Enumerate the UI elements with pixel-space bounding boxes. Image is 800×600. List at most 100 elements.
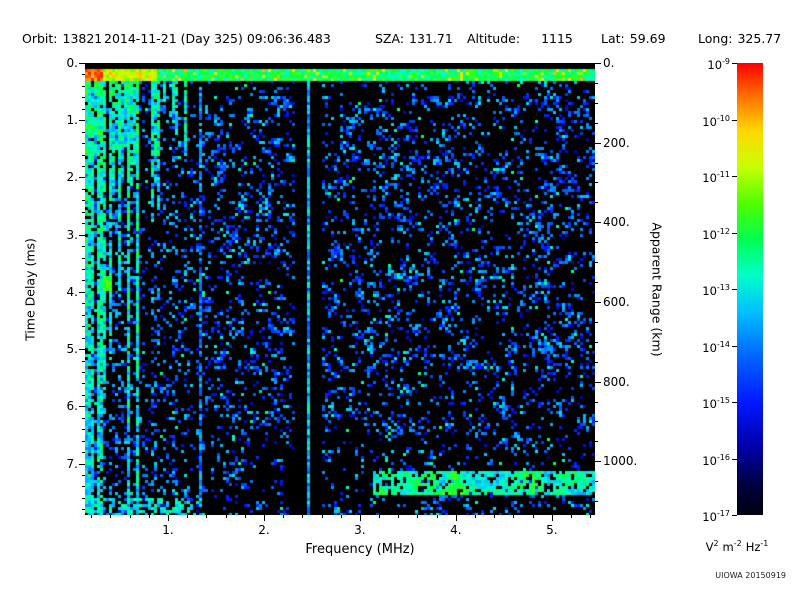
y-axis-tick	[79, 177, 85, 179]
right-axis-tick-label: 800.	[603, 374, 630, 389]
header-field-lat: Lat: 59.69	[601, 31, 666, 46]
right-axis-tick-label: 400.	[603, 215, 630, 230]
x-axis-minor-tick	[436, 515, 438, 518]
right-axis-minor-tick	[595, 182, 598, 184]
right-axis-tick	[595, 381, 601, 383]
y-axis-tick-label: 0.	[66, 56, 78, 70]
x-axis-tick-label: 5.	[546, 523, 558, 537]
right-axis-minor-tick	[595, 321, 598, 323]
y-axis-tick	[79, 349, 85, 351]
y-axis-minor-tick	[82, 268, 85, 270]
y-axis-minor-tick	[82, 497, 85, 499]
watermark: UIOWA 20150919	[715, 571, 786, 580]
header-field-orbit: Orbit: 13821	[22, 31, 102, 46]
y-axis-tick-label: 2.	[66, 170, 78, 185]
long-label: Long:	[698, 31, 733, 46]
right-axis-minor-tick	[595, 501, 598, 503]
x-axis-minor-tick	[206, 515, 208, 518]
lat-label: Lat:	[601, 31, 625, 46]
spectrogram-heatmap	[85, 63, 595, 515]
right-axis-minor-tick	[595, 341, 598, 343]
x-axis-tick	[263, 515, 265, 521]
x-axis-tick-label: 3.	[354, 523, 366, 537]
y-axis-minor-tick	[82, 337, 85, 339]
altitude-label: Altitude:	[467, 31, 521, 46]
x-axis-tick	[455, 515, 457, 521]
y-axis-minor-tick	[82, 360, 85, 362]
colorbar-tick-label: 10-10	[702, 113, 730, 129]
y-axis-minor-tick	[82, 97, 85, 99]
right-axis-minor-tick	[595, 202, 598, 204]
right-axis-tick-label: 1000.	[603, 454, 638, 469]
y-axis-minor-tick	[82, 440, 85, 442]
y-axis-minor-tick	[82, 131, 85, 133]
y-axis-tick	[79, 291, 85, 293]
right-axis-tick	[595, 222, 601, 224]
right-axis-minor-tick	[595, 242, 598, 244]
colorbar-tick	[732, 289, 737, 290]
right-axis-minor-tick	[595, 421, 598, 423]
colorbar-tick	[732, 119, 737, 121]
x-axis-minor-tick	[590, 515, 592, 518]
colorbar	[737, 63, 763, 515]
y-axis-minor-tick	[82, 143, 85, 145]
y-axis-minor-tick	[82, 280, 85, 282]
colorbar-tick	[732, 63, 737, 64]
right-axis-tick	[595, 142, 601, 144]
y-axis-minor-tick	[82, 383, 85, 385]
x-axis-minor-tick	[571, 515, 572, 518]
header-field-sza: SZA: 131.71	[375, 31, 453, 46]
y-axis-minor-tick	[82, 85, 85, 87]
header-field-datetime: 2014-11-21 (Day 325) 09:06:36.483	[104, 31, 331, 46]
x-axis-minor-tick	[110, 515, 112, 518]
x-axis-minor-tick	[417, 515, 419, 518]
y-axis-minor-tick	[82, 326, 85, 328]
x-axis-tick	[168, 515, 169, 521]
x-axis-minor-tick	[379, 515, 381, 518]
x-axis-minor-tick	[513, 515, 515, 518]
y-axis-minor-tick	[82, 486, 85, 488]
right-axis-minor-tick	[595, 361, 598, 363]
colorbar-tick	[732, 458, 737, 460]
right-axis-minor-tick	[595, 481, 598, 483]
colorbar-tick-label: 10-17	[702, 509, 730, 524]
orbit-value: 13821	[62, 31, 103, 46]
y-axis-minor-tick	[82, 371, 85, 373]
y-axis-minor-tick	[82, 257, 85, 259]
x-axis-minor-tick	[129, 515, 131, 518]
y-axis-tick-label: 6.	[66, 399, 78, 414]
colorbar-tick-label: 10-9	[707, 57, 730, 72]
right-axis-tick	[595, 461, 601, 463]
x-axis-minor-tick	[475, 515, 477, 518]
right-axis-minor-tick	[595, 102, 598, 104]
right-axis-minor-tick	[595, 401, 598, 403]
x-axis-tick	[551, 515, 553, 521]
y-axis-title: Time Delay (ms)	[22, 238, 38, 341]
y-axis-minor-tick	[82, 200, 85, 202]
y-axis-minor-tick	[82, 303, 85, 305]
colorbar-tick	[732, 176, 737, 177]
y-axis-tick	[79, 406, 85, 408]
x-axis-minor-tick	[225, 515, 227, 518]
x-axis-minor-tick	[244, 515, 246, 518]
datetime-value: 2014-11-21 (Day 325) 09:06:36.483	[104, 31, 331, 46]
x-axis-minor-tick	[340, 515, 342, 518]
x-axis-minor-tick	[494, 515, 496, 518]
y-axis-tick	[79, 463, 85, 465]
colorbar-tick-label: 10-14	[702, 339, 730, 355]
y-axis-tick	[79, 63, 85, 64]
x-axis-tick-label: 4.	[450, 523, 462, 537]
y-axis-tick	[79, 120, 85, 122]
colorbar-tick-label: 10-11	[702, 170, 730, 185]
header-field-long: Long: 325.77	[698, 31, 781, 46]
colorbar-tick	[732, 402, 737, 403]
right-axis-tick	[595, 63, 601, 64]
y-axis-minor-tick	[82, 429, 85, 431]
right-axis-minor-tick	[595, 82, 598, 84]
y-axis-tick-label: 4.	[66, 284, 78, 299]
x-axis-title: Frequency (MHz)	[305, 542, 415, 557]
y-axis-tick-label: 7.	[66, 456, 78, 471]
colorbar-tick	[732, 232, 737, 234]
y-axis-minor-tick	[82, 223, 85, 225]
y-axis-minor-tick	[82, 509, 85, 511]
